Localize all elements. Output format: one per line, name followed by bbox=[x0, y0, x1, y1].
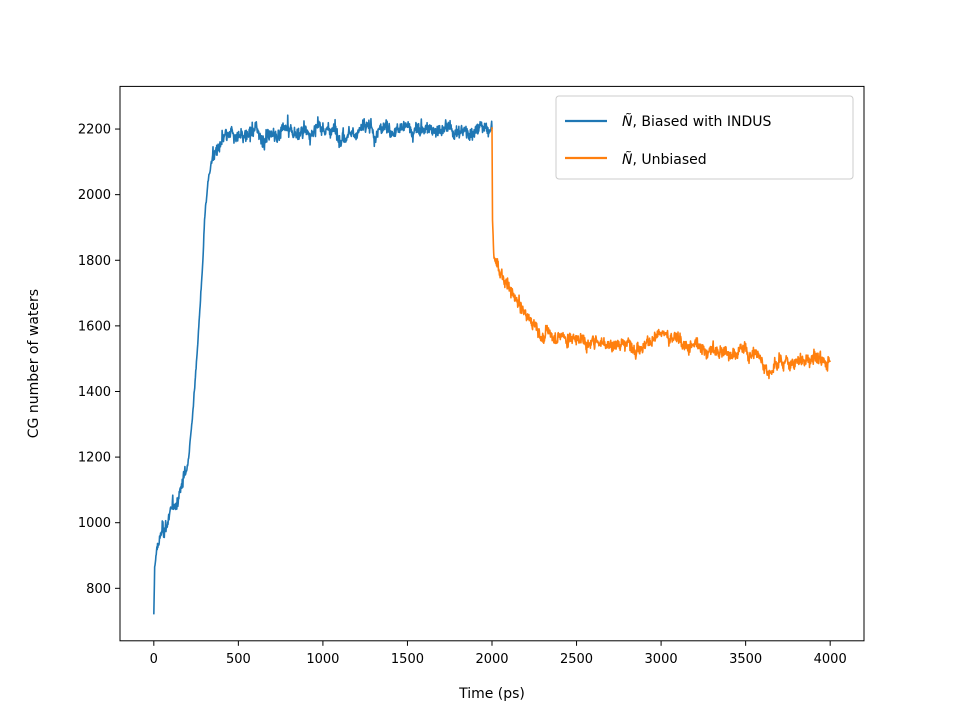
legend: Ñ, Biased with INDUS Ñ, Unbiased bbox=[555, 95, 854, 180]
x-tick-label: 0 bbox=[150, 652, 158, 667]
x-tick-label: 500 bbox=[226, 652, 251, 667]
y-tick-label: 800 bbox=[86, 582, 111, 597]
series-line-unbiased bbox=[491, 127, 831, 380]
legend-symbol-unbiased: Ñ bbox=[622, 151, 633, 168]
svg-text:Ñ, Unbiased: Ñ, Unbiased bbox=[622, 151, 707, 168]
legend-label-biased: , Biased with INDUS bbox=[632, 114, 771, 130]
x-tick-label: 3000 bbox=[645, 652, 678, 667]
y-tick-label: 1600 bbox=[78, 319, 111, 334]
legend-item-biased: Ñ, Biased with INDUS bbox=[565, 113, 771, 130]
y-tick-label: 1800 bbox=[78, 254, 111, 269]
y-tick-label: 1000 bbox=[78, 516, 111, 531]
y-axis-ticks: 800 1000 1200 1400 1600 1800 2000 2200 bbox=[78, 123, 120, 597]
y-tick-label: 2200 bbox=[78, 123, 111, 138]
x-tick-label: 2000 bbox=[475, 652, 508, 667]
y-tick-label: 1200 bbox=[78, 451, 111, 466]
legend-box bbox=[555, 95, 854, 180]
y-tick-label: 1400 bbox=[78, 385, 111, 400]
x-tick-label: 1000 bbox=[306, 652, 339, 667]
legend-label-unbiased: , Unbiased bbox=[632, 152, 706, 168]
y-axis-label: CG number of waters bbox=[26, 289, 42, 438]
svg-text:Ñ, Biased with INDUS: Ñ, Biased with INDUS bbox=[622, 113, 771, 130]
legend-item-unbiased: Ñ, Unbiased bbox=[565, 151, 707, 168]
series-layer bbox=[153, 114, 831, 615]
series-line-biased bbox=[153, 114, 493, 615]
y-tick-label: 2000 bbox=[78, 188, 111, 203]
x-tick-label: 4000 bbox=[814, 652, 847, 667]
x-tick-label: 1500 bbox=[391, 652, 424, 667]
x-tick-label: 2500 bbox=[560, 652, 593, 667]
x-axis-ticks: 0 500 1000 1500 2000 2500 3000 3500 4000 bbox=[150, 640, 847, 667]
legend-symbol-biased: Ñ bbox=[622, 113, 633, 130]
x-tick-label: 3500 bbox=[729, 652, 762, 667]
x-axis-label: Time (ps) bbox=[458, 686, 525, 702]
